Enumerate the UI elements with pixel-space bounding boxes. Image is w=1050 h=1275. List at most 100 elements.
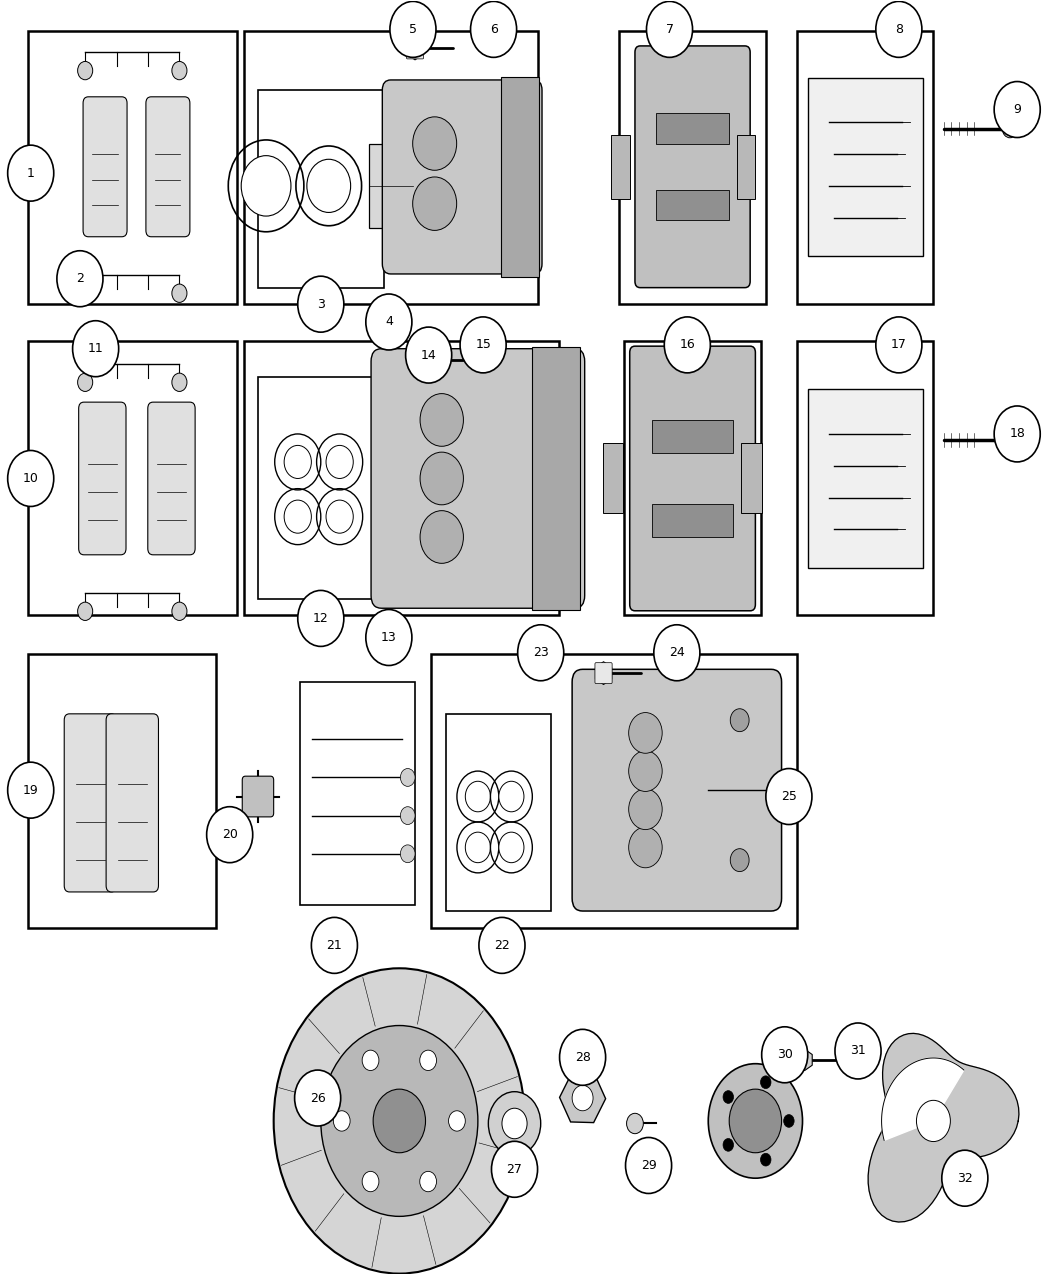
Circle shape — [835, 1023, 881, 1079]
Bar — [369, 144, 414, 228]
Text: 7: 7 — [666, 23, 673, 36]
Circle shape — [502, 1108, 527, 1139]
Circle shape — [362, 1051, 379, 1071]
Bar — [27, 342, 237, 615]
Bar — [656, 113, 729, 144]
Circle shape — [78, 602, 92, 621]
Circle shape — [654, 625, 700, 681]
Circle shape — [730, 849, 749, 872]
Circle shape — [448, 1111, 465, 1131]
Circle shape — [499, 833, 524, 863]
Text: 10: 10 — [23, 472, 39, 484]
Circle shape — [1003, 120, 1017, 138]
Circle shape — [994, 82, 1041, 138]
Circle shape — [420, 453, 463, 505]
Bar — [797, 342, 933, 615]
Bar — [741, 444, 761, 514]
Circle shape — [307, 159, 351, 213]
Circle shape — [172, 284, 187, 302]
Text: 2: 2 — [76, 273, 84, 286]
Circle shape — [7, 762, 54, 819]
Circle shape — [761, 1026, 807, 1082]
Bar — [736, 135, 755, 199]
FancyBboxPatch shape — [630, 346, 755, 611]
Bar — [656, 190, 729, 221]
Bar — [258, 91, 383, 288]
Text: 26: 26 — [310, 1091, 326, 1104]
Circle shape — [295, 1070, 340, 1126]
Circle shape — [876, 317, 922, 372]
Text: 3: 3 — [317, 297, 324, 311]
Circle shape — [78, 61, 92, 80]
Circle shape — [172, 602, 187, 621]
Bar — [532, 347, 581, 611]
Circle shape — [760, 1076, 771, 1089]
Circle shape — [321, 1025, 478, 1216]
Circle shape — [285, 445, 312, 478]
Circle shape — [665, 317, 711, 372]
Text: 19: 19 — [23, 784, 39, 797]
Polygon shape — [868, 1033, 1018, 1221]
Circle shape — [1003, 431, 1017, 450]
FancyBboxPatch shape — [635, 46, 750, 288]
Text: 24: 24 — [669, 646, 685, 659]
Text: 23: 23 — [532, 646, 548, 659]
Circle shape — [626, 1137, 672, 1193]
Circle shape — [420, 511, 463, 564]
Circle shape — [400, 769, 415, 787]
Bar — [620, 31, 765, 305]
Circle shape — [333, 1111, 350, 1131]
Circle shape — [420, 394, 463, 446]
Bar — [797, 31, 933, 305]
Bar — [27, 654, 216, 928]
Text: 21: 21 — [327, 938, 342, 952]
Bar — [807, 78, 923, 256]
Circle shape — [420, 1051, 437, 1071]
Text: 17: 17 — [890, 338, 907, 352]
Bar — [807, 389, 923, 567]
Circle shape — [709, 1063, 802, 1178]
FancyBboxPatch shape — [83, 97, 127, 237]
Text: 25: 25 — [781, 790, 797, 803]
Text: 22: 22 — [495, 938, 510, 952]
Bar — [501, 76, 539, 277]
FancyBboxPatch shape — [79, 402, 126, 555]
Text: 8: 8 — [895, 23, 903, 36]
Circle shape — [876, 1, 922, 57]
Bar — [625, 342, 760, 615]
Circle shape — [390, 1, 436, 57]
FancyBboxPatch shape — [243, 776, 274, 817]
Circle shape — [994, 405, 1041, 462]
Bar — [245, 342, 559, 615]
Text: 11: 11 — [88, 342, 104, 356]
Circle shape — [465, 833, 490, 863]
FancyBboxPatch shape — [106, 714, 159, 892]
Circle shape — [400, 845, 415, 863]
Circle shape — [460, 317, 506, 372]
Text: 32: 32 — [957, 1172, 972, 1184]
Circle shape — [723, 1090, 734, 1103]
Text: 6: 6 — [489, 23, 498, 36]
Circle shape — [373, 1089, 425, 1153]
Polygon shape — [882, 1058, 964, 1140]
Text: 29: 29 — [640, 1159, 656, 1172]
Text: 16: 16 — [679, 338, 695, 352]
Circle shape — [413, 177, 457, 231]
Text: 14: 14 — [421, 348, 437, 362]
Circle shape — [72, 321, 119, 376]
Circle shape — [491, 1141, 538, 1197]
Circle shape — [7, 145, 54, 201]
Circle shape — [488, 1091, 541, 1155]
Circle shape — [172, 61, 187, 80]
Bar — [603, 444, 624, 514]
Circle shape — [242, 156, 291, 215]
Circle shape — [518, 625, 564, 681]
FancyBboxPatch shape — [64, 714, 117, 892]
FancyBboxPatch shape — [406, 38, 423, 59]
Circle shape — [560, 1029, 606, 1085]
FancyBboxPatch shape — [148, 402, 195, 555]
Circle shape — [479, 918, 525, 973]
Circle shape — [298, 590, 343, 646]
Bar — [652, 504, 733, 537]
Circle shape — [730, 709, 749, 732]
